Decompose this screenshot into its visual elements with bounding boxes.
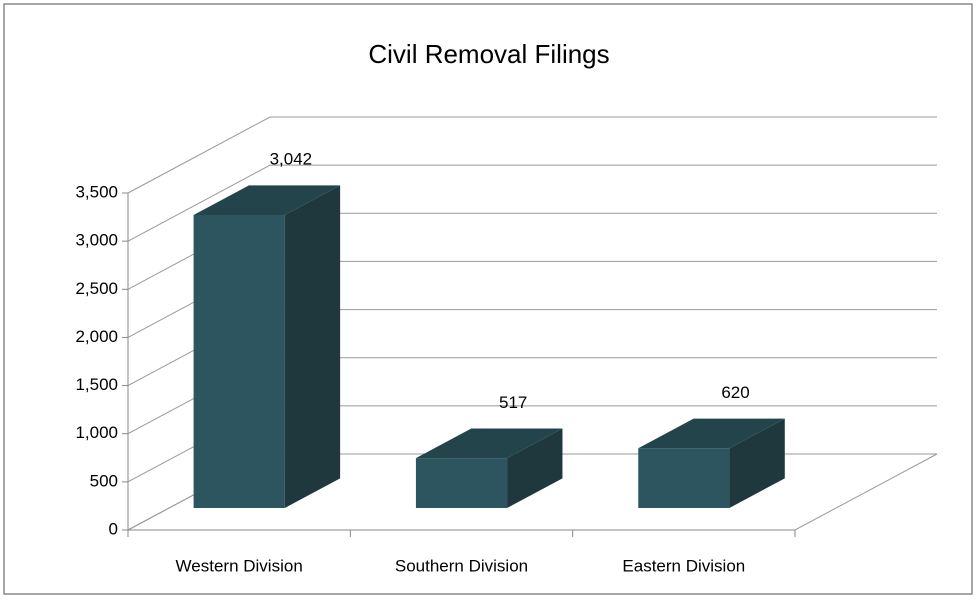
grid-line [127, 116, 937, 194]
bar-side [507, 428, 563, 508]
y-tick-label: 3,500 [75, 182, 118, 201]
chart-title: Civil Removal Filings [368, 39, 609, 69]
bar-front [415, 458, 508, 508]
y-tick-label: 2,500 [75, 279, 118, 298]
data-label: 620 [721, 383, 749, 402]
x-tick-label: Western Division [176, 556, 303, 575]
bar-front [638, 448, 730, 508]
grid-line [127, 164, 937, 242]
data-label: 517 [499, 393, 527, 412]
x-tick-label: Eastern Division [622, 556, 745, 575]
y-tick-label: 2,000 [75, 327, 118, 346]
y-tick-label: 1,000 [75, 423, 118, 442]
y-tick-label: 1,500 [75, 375, 118, 394]
data-label: 3,042 [270, 150, 313, 169]
y-tick-label: 3,000 [75, 231, 118, 250]
bar-front [193, 215, 285, 508]
bar-top [415, 428, 563, 459]
bar-top [193, 185, 341, 216]
bar-side [284, 185, 341, 508]
bar-top [638, 418, 785, 449]
y-tick-label: 500 [90, 471, 118, 490]
bar-side [729, 418, 785, 508]
y-tick-label: 0 [109, 519, 118, 538]
x-tick-label: Southern Division [395, 556, 528, 575]
